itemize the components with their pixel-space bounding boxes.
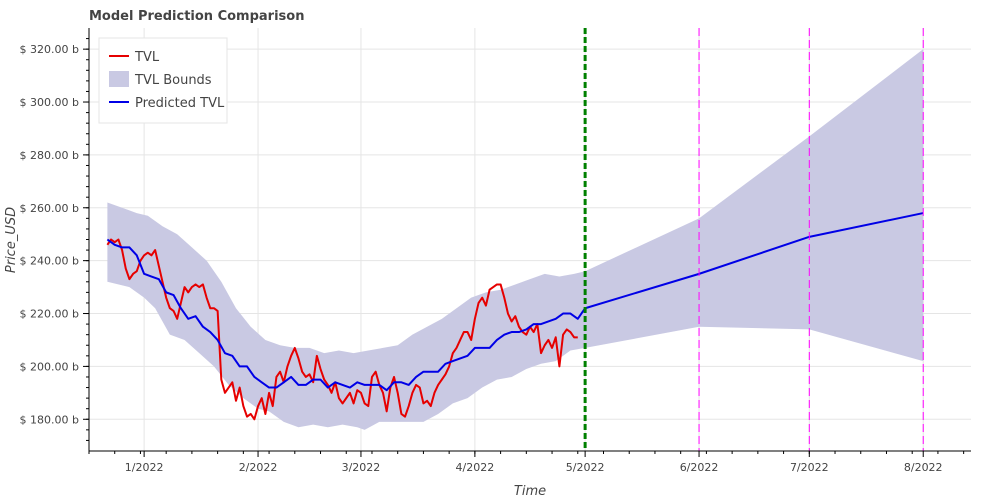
y-tick-label: $ 320.00 b <box>20 43 79 56</box>
x-tick-label: 2/2022 <box>239 461 278 474</box>
x-tick-label: 6/2022 <box>680 461 719 474</box>
y-axis-title: Price_USD <box>4 207 19 273</box>
x-axis-title: Time <box>514 484 546 499</box>
band-tvl-bounds <box>107 49 924 430</box>
x-tick-label: 7/2022 <box>790 461 829 474</box>
legend: TVL TVL Bounds Predicted TVL <box>98 37 228 124</box>
x-tick-label: 4/2022 <box>456 461 495 474</box>
legend-label-predicted-tvl: Predicted TVL <box>135 96 225 111</box>
line-layer <box>106 212 924 421</box>
x-tick-label: 1/2022 <box>125 461 164 474</box>
band-layer <box>107 49 924 430</box>
x-tick-label: 3/2022 <box>342 461 381 474</box>
x-tick-label: 5/2022 <box>566 461 605 474</box>
line-predicted-tvl <box>106 212 924 392</box>
y-tick-label: $ 280.00 b <box>20 149 79 162</box>
y-tick-label: $ 240.00 b <box>20 255 79 268</box>
axis-layer: $ 180.00 b $ 200.00 b $ 220.00 b $ 240.00 b… <box>20 28 971 474</box>
y-tick-label: $ 260.00 b <box>20 202 79 215</box>
chart-title: Model Prediction Comparison <box>89 9 304 24</box>
y-tick-label: $ 180.00 b <box>20 413 79 426</box>
legend-label-tvl-bounds: TVL Bounds <box>134 73 212 88</box>
y-tick-label: $ 300.00 b <box>20 96 79 109</box>
vline-layer <box>583 28 924 451</box>
y-tick-label: $ 200.00 b <box>20 360 79 373</box>
line-tvl <box>106 238 578 421</box>
x-tick-label: 8/2022 <box>904 461 943 474</box>
y-tick-label: $ 220.00 b <box>20 308 79 321</box>
legend-label-tvl: TVL <box>134 50 160 65</box>
legend-swatch-tvl-bounds <box>109 71 129 87</box>
